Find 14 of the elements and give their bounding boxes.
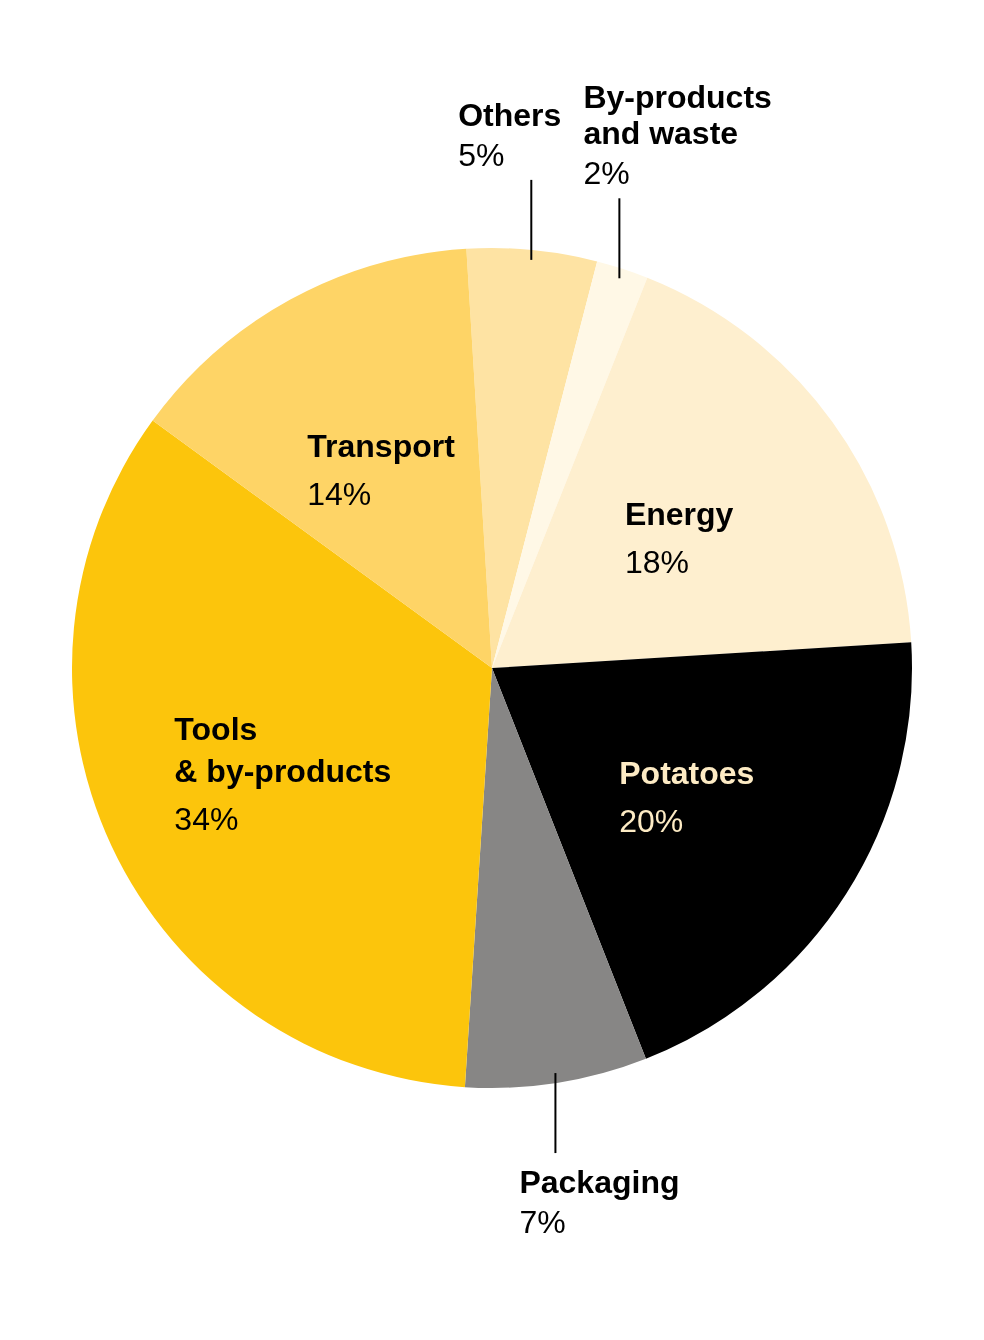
slice-label: Packaging: [519, 1164, 680, 1201]
data-label: 5%: [458, 136, 505, 173]
slice-label: Energy: [624, 495, 734, 532]
slice-label: Others: [458, 96, 562, 133]
data-label: 20%: [619, 803, 684, 840]
data-label: 2%: [583, 155, 630, 192]
slice-label: By-products and waste: [583, 79, 772, 152]
slice-label: Transport: [307, 428, 456, 465]
data-label: 34%: [174, 800, 239, 837]
data-label: 18%: [624, 543, 689, 580]
slice-label: Potatoes: [619, 755, 755, 792]
data-label: 7%: [519, 1204, 566, 1241]
data-label: 14%: [307, 476, 372, 513]
slice-label: Tools & by-products: [174, 710, 392, 789]
